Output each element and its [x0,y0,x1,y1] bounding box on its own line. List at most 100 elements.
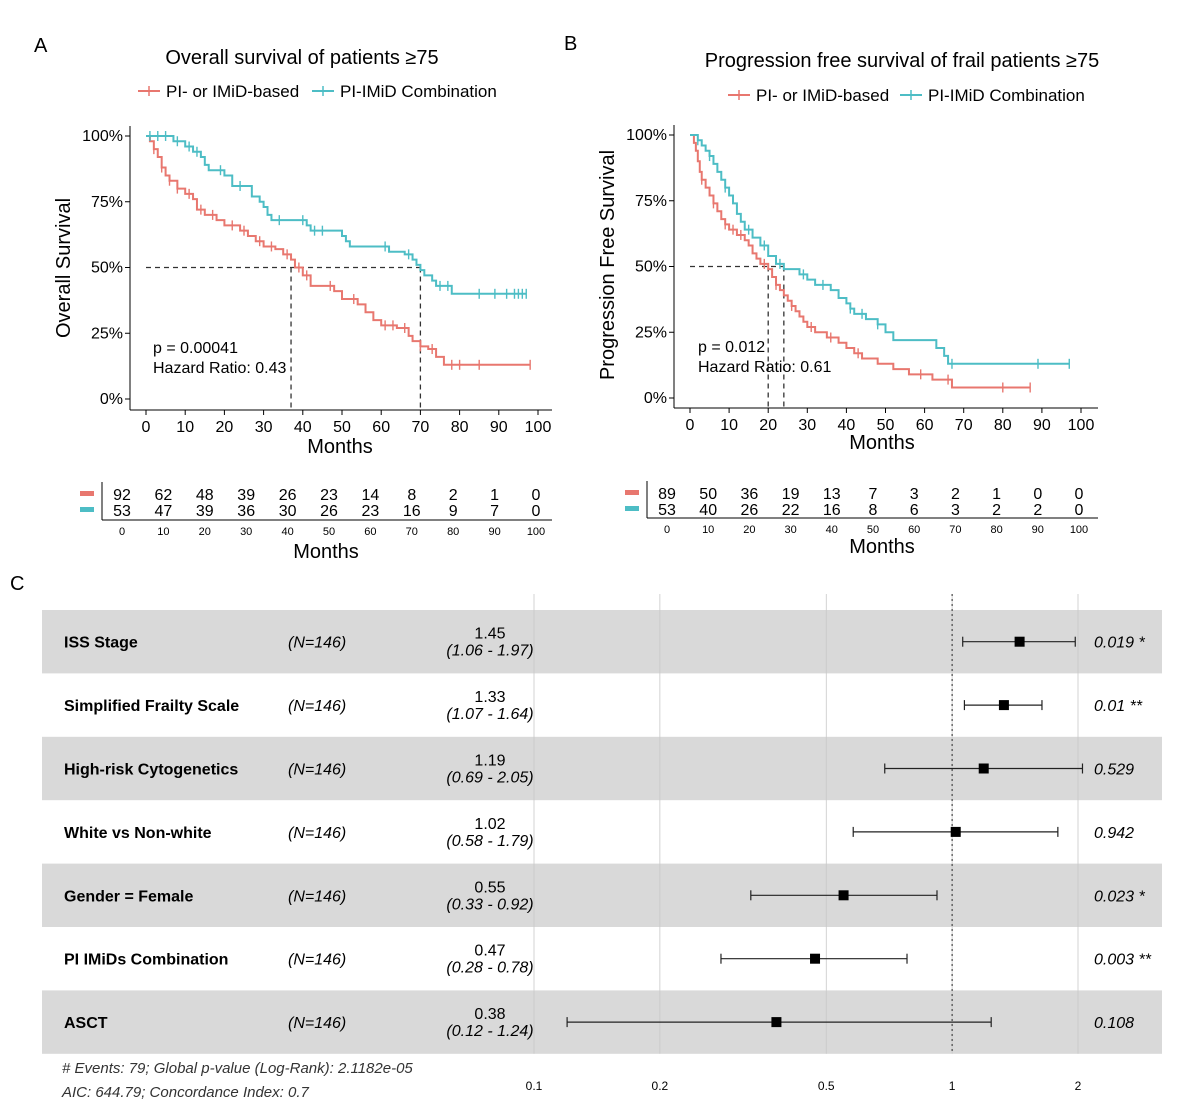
forest-ci-label: (0.33 - 0.92) [446,896,533,913]
risk-x-tick-label: 20 [743,524,755,536]
km-curve-pi-or-imid-based [690,134,1031,389]
risk-row-swatch [80,491,94,496]
risk-count: 19 [782,486,800,503]
risk-count: 8 [869,502,878,519]
forest-x-tick-label: 0.2 [652,1079,669,1093]
panel-b-y-axis-title: Progression Free Survival [597,150,619,380]
risk-count: 39 [196,503,214,520]
forest-n-label: (N=146) [288,1015,346,1032]
forest-x-tick-label: 2 [1075,1079,1082,1093]
x-tick-label: 50 [333,419,351,436]
risk-x-tick-label: 10 [702,524,714,536]
panel-a-title: Overall survival of patients ≥75 [165,47,438,69]
x-tick-label: 90 [490,419,508,436]
forest-hr-label: 1.02 [474,816,505,833]
risk-count: 7 [869,486,878,503]
x-tick-label: 100 [1068,417,1095,434]
risk-count: 0 [532,503,541,520]
panel-b-plot-area: 0 10 20 30 40 50 60 70 80 90 100 0% 25% 50% 75% 100% [626,125,1098,434]
risk-x-tick-label: 60 [908,524,920,536]
panel-b-title: Progression free survival of frail patie… [705,50,1100,72]
panel-a-label: A [34,35,48,57]
forest-x-tick-label: 0.5 [818,1079,835,1093]
x-tick-label: 30 [255,419,273,436]
forest-hr-label: 0.47 [474,943,505,960]
forest-variable-label: Simplified Frailty Scale [64,698,239,715]
panel-b-progression-free-survival: B Progression free survival of frail pat… [564,33,1099,558]
risk-count: 2 [1033,502,1042,519]
forest-hr-label: 1.33 [474,689,505,706]
panel-a-p-value: p = 0.00041 [153,340,238,357]
risk-x-tick-label: 50 [867,524,879,536]
forest-n-label: (N=146) [288,698,346,715]
forest-p-value: 0.529 [1094,762,1134,779]
risk-count: 23 [362,503,380,520]
risk-count: 3 [910,486,919,503]
risk-count: 0 [1075,502,1084,519]
y-tick-label: 25% [635,324,667,341]
forest-plot-body: 0.1 0.2 0.5 1 2 ISS Stage (N=146) 1.45(1.06 - 1… [42,594,1162,1093]
x-tick-label: 100 [525,419,552,436]
x-tick-label: 90 [1033,417,1051,434]
forest-ci-label: (1.06 - 1.97) [446,643,533,660]
risk-count: 22 [782,502,800,519]
risk-count: 36 [741,486,759,503]
y-tick-label: 25% [91,325,123,342]
risk-x-tick-label: 70 [406,526,418,538]
forest-p-value: 0.003 ** [1094,952,1152,969]
risk-count: 16 [823,502,841,519]
risk-x-tick-label: 60 [364,526,376,538]
x-tick-label: 80 [451,419,469,436]
forest-variable-label: ASCT [64,1015,108,1032]
risk-row-swatch [625,506,639,511]
panel-a-legend: PI- or IMiD-based PI-IMiD Combination [138,82,497,101]
forest-p-value: 0.108 [1094,1015,1134,1032]
legend-label-combination: PI-IMiD Combination [340,82,497,101]
panel-a-y-axis-title: Overall Survival [53,198,75,338]
panel-a-hazard-ratio: Hazard Ratio: 0.43 [153,360,287,377]
panel-b-legend: PI- or IMiD-based PI-IMiD Combination [728,86,1085,105]
forest-variable-label: High-risk Cytogenetics [64,762,238,779]
x-tick-label: 40 [838,417,856,434]
risk-count: 7 [490,503,499,520]
panel-b-label: B [564,33,577,55]
risk-x-tick-label: 30 [240,526,252,538]
forest-ci-label: (0.12 - 1.24) [446,1023,533,1040]
panel-a-risk-table: 92 62 48 39 26 23 14 8 2 1 053 47 39 36 30 26 23 16 9 7 00 10… [80,482,552,538]
forest-p-value: 0.019 * [1094,635,1145,652]
risk-x-tick-label: 30 [784,524,796,536]
panel-a-risk-x-title: Months [293,541,359,563]
risk-count: 3 [951,502,960,519]
risk-count: 1 [490,487,499,504]
forest-n-label: (N=146) [288,952,346,969]
forest-point-estimate [771,1017,782,1028]
forest-n-label: (N=146) [288,888,346,905]
panel-b-risk-x-title: Months [849,536,915,558]
panel-a-overall-survival: A Overall survival of patients ≥75 PI- o… [34,35,552,563]
risk-count: 23 [320,487,338,504]
panel-b-hazard-ratio: Hazard Ratio: 0.61 [698,359,832,376]
forest-hr-label: 0.38 [474,1006,505,1023]
risk-x-tick-label: 90 [488,526,500,538]
risk-count: 8 [407,487,416,504]
panel-a-plot-area: 0 10 20 30 40 50 60 70 80 90 100 0% 25% 50% 75% 100% [82,126,552,436]
risk-row-swatch [80,507,94,512]
risk-x-tick-label: 40 [281,526,293,538]
x-tick-label: 10 [176,419,194,436]
risk-x-tick-label: 40 [826,524,838,536]
y-tick-label: 75% [635,193,667,210]
panel-b-p-value: p = 0.012 [698,339,765,356]
panel-c-label: C [10,573,24,595]
risk-count: 1 [992,486,1001,503]
legend-label-pi-imid-based: PI- or IMiD-based [756,86,889,105]
x-tick-label: 80 [994,417,1012,434]
x-tick-label: 60 [916,417,934,434]
panel-c-forest-plot: C 0.1 0.2 0.5 1 2 ISS Stage (N=146) 1.45(1.06 -… [10,573,1162,1101]
forest-p-value: 0.023 * [1094,888,1145,905]
forest-point-estimate [978,763,989,774]
y-tick-label: 50% [635,259,667,276]
forest-point-estimate [810,953,821,964]
forest-n-label: (N=146) [288,825,346,842]
forest-point-estimate [838,890,849,901]
y-tick-label: 100% [626,127,667,144]
